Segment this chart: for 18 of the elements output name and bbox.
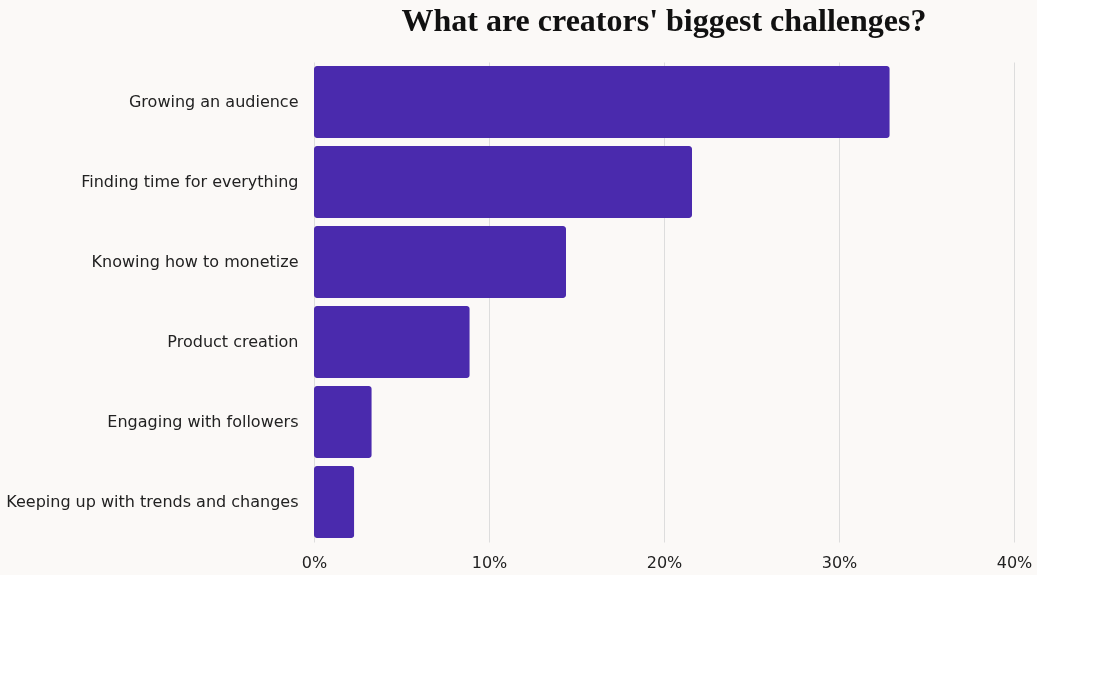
x-tick-label: 10% [471,552,508,572]
y-tick-label: Knowing how to monetize [91,252,299,271]
bar [314,386,372,458]
y-tick-label: Growing an audience [128,92,299,111]
bar [314,66,890,138]
x-tick-label: 20% [646,552,683,572]
bar [314,466,355,538]
x-tick-label: 40% [996,552,1033,572]
y-tick-label: Finding time for everything [81,172,299,191]
x-tick-label: 0% [301,552,328,572]
chart-title: What are creators' biggest challenges? [401,2,927,38]
bar [314,226,566,298]
y-tick-label: Engaging with followers [107,412,299,431]
x-tick-label: 30% [821,552,858,572]
y-tick-label: Keeping up with trends and changes [6,492,299,511]
y-tick-label: Product creation [167,332,299,351]
bar [314,146,692,218]
bar [314,306,470,378]
